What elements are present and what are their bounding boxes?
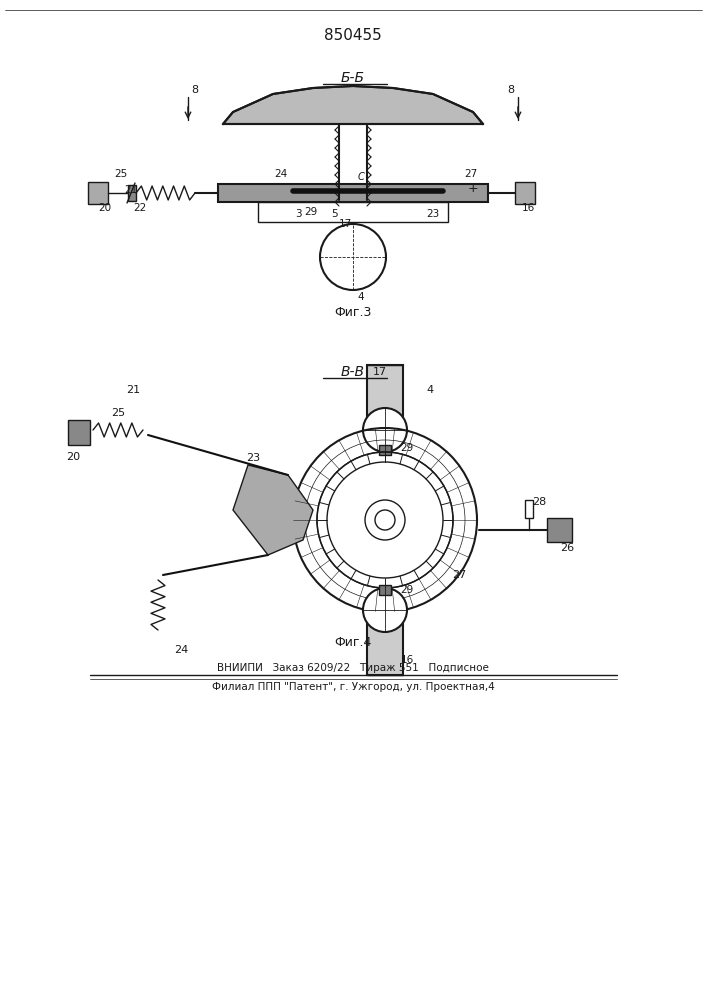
- Circle shape: [363, 408, 407, 452]
- Text: 850455: 850455: [324, 27, 382, 42]
- Text: 26: 26: [560, 543, 574, 553]
- Bar: [218, 184, 488, 202]
- Text: 8: 8: [508, 85, 515, 95]
- Text: 27: 27: [464, 169, 478, 179]
- Text: Б-Б: Б-Б: [341, 71, 365, 85]
- Text: 24: 24: [174, 645, 188, 655]
- Text: 20: 20: [98, 203, 112, 213]
- Bar: [525, 500, 533, 518]
- Polygon shape: [233, 465, 313, 555]
- Text: Фиг.4: Фиг.4: [334, 636, 372, 648]
- Text: 23: 23: [246, 453, 260, 463]
- Bar: [367, 365, 403, 425]
- Text: 17: 17: [339, 219, 351, 229]
- Bar: [367, 615, 403, 675]
- Bar: [515, 182, 535, 204]
- Bar: [128, 185, 136, 201]
- Text: 29: 29: [305, 207, 317, 217]
- Text: Фиг.3: Фиг.3: [334, 306, 372, 318]
- Text: 16: 16: [521, 203, 534, 213]
- Text: 21: 21: [126, 385, 140, 395]
- Text: +: +: [468, 182, 479, 196]
- Polygon shape: [223, 86, 483, 124]
- Text: 3: 3: [295, 209, 301, 219]
- Bar: [547, 518, 572, 542]
- Text: 5: 5: [332, 209, 339, 219]
- Text: 24: 24: [274, 169, 288, 179]
- Text: 22: 22: [134, 203, 146, 213]
- Text: ВНИИПИ   Заказ 6209/22   Тираж 551   Подписное: ВНИИПИ Заказ 6209/22 Тираж 551 Подписное: [217, 663, 489, 673]
- Text: 4: 4: [426, 385, 433, 395]
- Text: 21: 21: [124, 185, 138, 195]
- Bar: [258, 202, 448, 222]
- Text: В-В: В-В: [341, 365, 365, 379]
- Text: 25: 25: [111, 408, 125, 418]
- Text: 20: 20: [66, 452, 80, 462]
- Bar: [379, 585, 391, 595]
- Text: 28: 28: [532, 497, 546, 507]
- Bar: [88, 182, 108, 204]
- Text: 25: 25: [115, 169, 128, 179]
- Text: 29: 29: [400, 443, 414, 453]
- Text: C: C: [358, 172, 364, 182]
- Text: 27: 27: [452, 570, 466, 580]
- Bar: [68, 420, 90, 445]
- Text: 16: 16: [400, 655, 414, 665]
- Text: Филиал ППП "Патент", г. Ужгород, ул. Проектная,4: Филиал ППП "Патент", г. Ужгород, ул. Про…: [211, 682, 494, 692]
- Bar: [379, 445, 391, 455]
- Text: 4: 4: [358, 292, 364, 302]
- Text: 23: 23: [426, 209, 440, 219]
- Text: 29: 29: [400, 585, 414, 595]
- Text: 8: 8: [192, 85, 199, 95]
- Circle shape: [363, 588, 407, 632]
- Text: 17: 17: [373, 367, 387, 377]
